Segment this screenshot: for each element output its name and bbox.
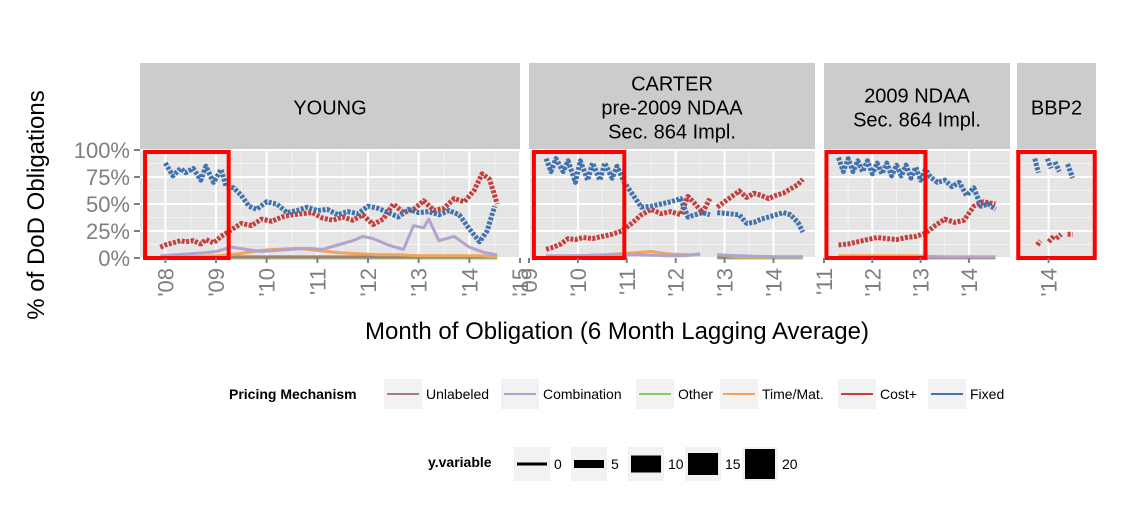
legend-label: Combination xyxy=(543,386,622,402)
y-tick-label: 50% xyxy=(86,192,130,217)
series-line-fixed xyxy=(836,156,997,212)
series-line-cost xyxy=(838,199,996,248)
x-axis-title: Month of Obligation (6 Month Lagging Ave… xyxy=(365,318,869,345)
series-line-cost xyxy=(1035,231,1073,247)
y-axis: 0%25%50%75%100% xyxy=(74,138,140,271)
y-tick-label: 75% xyxy=(86,165,130,190)
legend-item-cost: Cost+ xyxy=(838,379,917,409)
facet-strip-label: pre-2009 NDAA xyxy=(601,98,743,120)
facet-young: YOUNG '08 '09 '10 '11 '12 '13 '14 '15 xyxy=(140,63,533,297)
legend-title-pricing: Pricing Mechanism xyxy=(229,386,357,402)
series-line-cost xyxy=(159,171,500,250)
highlight-box xyxy=(1016,150,1097,260)
x-tick-label: '10 xyxy=(566,268,591,297)
x-tick-label: '12 xyxy=(664,268,689,297)
x-tick-label: '14 xyxy=(1037,268,1062,297)
legend-item-fixed: Fixed xyxy=(928,379,1004,409)
x-tick-label: '12 xyxy=(860,268,885,297)
x-tick-label: '11 xyxy=(615,268,640,295)
x-tick-label: '14 xyxy=(957,268,982,297)
size-legend-swatch xyxy=(688,453,718,475)
series-line-combination xyxy=(160,217,498,258)
size-legend-label: 10 xyxy=(668,456,684,472)
highlight-box xyxy=(531,150,627,260)
y-axis-title: % of DoD Obligations xyxy=(23,90,50,319)
series-line-cost xyxy=(545,177,805,252)
facet-strip xyxy=(529,63,815,150)
size-legend-item-15: 15 xyxy=(685,447,741,481)
series-line-fixed xyxy=(163,161,498,245)
x-tick-label: '13 xyxy=(407,268,432,297)
series-line-combination xyxy=(546,252,803,259)
legend-label: Unlabeled xyxy=(426,386,489,402)
highlight-box xyxy=(824,150,928,260)
legend: Pricing Mechanism Unlabeled Combination Oth… xyxy=(229,379,1004,481)
size-legend-swatch xyxy=(745,449,775,479)
highlight-box xyxy=(143,150,231,260)
legend-label: Other xyxy=(678,386,713,402)
facet-bbp2: BBP2 '14 xyxy=(1016,63,1097,297)
series-line-fixed xyxy=(543,156,806,234)
facet-strip-label: Sec. 864 Impl. xyxy=(608,122,736,144)
size-legend-item-20: 20 xyxy=(742,447,798,481)
x-tick-label: '13 xyxy=(909,268,934,297)
x-tick-label: '14 xyxy=(457,268,482,297)
size-legend-label: 5 xyxy=(611,456,619,472)
x-tick-label: '12 xyxy=(356,268,381,297)
size-legend-item-0: 0 xyxy=(514,447,562,481)
facet-strip-label: Sec. 864 Impl. xyxy=(853,110,981,132)
legend-item-combination: Combination xyxy=(501,379,622,409)
legend-item-time-mat: Time/Mat. xyxy=(720,379,824,409)
legend-label: Fixed xyxy=(970,386,1004,402)
legend-title-size: y.variable xyxy=(428,454,492,470)
facet-strip-label: YOUNG xyxy=(293,98,366,120)
facets: YOUNG'08'09'10'11'12'13'14'15CARTERpre-2… xyxy=(140,63,1097,297)
size-legend-swatch xyxy=(517,462,547,466)
size-legend-swatch xyxy=(574,460,604,468)
y-tick-label: 0% xyxy=(98,246,130,271)
facet-strip-label: CARTER xyxy=(631,74,713,96)
x-tick-label: '08 xyxy=(153,268,178,297)
size-legend-label: 0 xyxy=(554,456,562,472)
facet-strip xyxy=(824,63,1010,150)
facet-strip-label: BBP2 xyxy=(1031,98,1082,120)
x-tick-label: '11 xyxy=(305,268,330,295)
legend-item-unlabeled: Unlabeled xyxy=(384,379,489,409)
y-tick-label: 25% xyxy=(86,219,130,244)
size-legend-label: 20 xyxy=(782,456,798,472)
x-tick-label: '14 xyxy=(761,268,786,297)
x-tick-label: '09 xyxy=(204,268,229,297)
facet-strip xyxy=(1017,63,1096,150)
size-legend-label: 15 xyxy=(725,456,741,472)
x-tick-label: '11 xyxy=(812,268,837,295)
x-tick-label: '10 xyxy=(255,268,280,297)
legend-label: Time/Mat. xyxy=(762,386,824,402)
y-tick-label: 100% xyxy=(74,138,130,163)
series-group xyxy=(1032,157,1075,247)
x-tick-label: '15 xyxy=(508,268,533,297)
facet-strip xyxy=(140,63,520,150)
x-tick-label: '09 xyxy=(517,268,542,297)
facet-strip-label: 2009 NDAA xyxy=(864,86,970,108)
size-legend-item-10: 10 xyxy=(628,447,684,481)
legend-label: Cost+ xyxy=(880,386,917,402)
size-legend-item-5: 5 xyxy=(571,447,619,481)
legend-item-other: Other xyxy=(636,379,713,409)
series-line-fixed xyxy=(1032,157,1075,179)
size-legend-swatch xyxy=(631,455,661,473)
x-tick-label: '13 xyxy=(713,268,738,297)
